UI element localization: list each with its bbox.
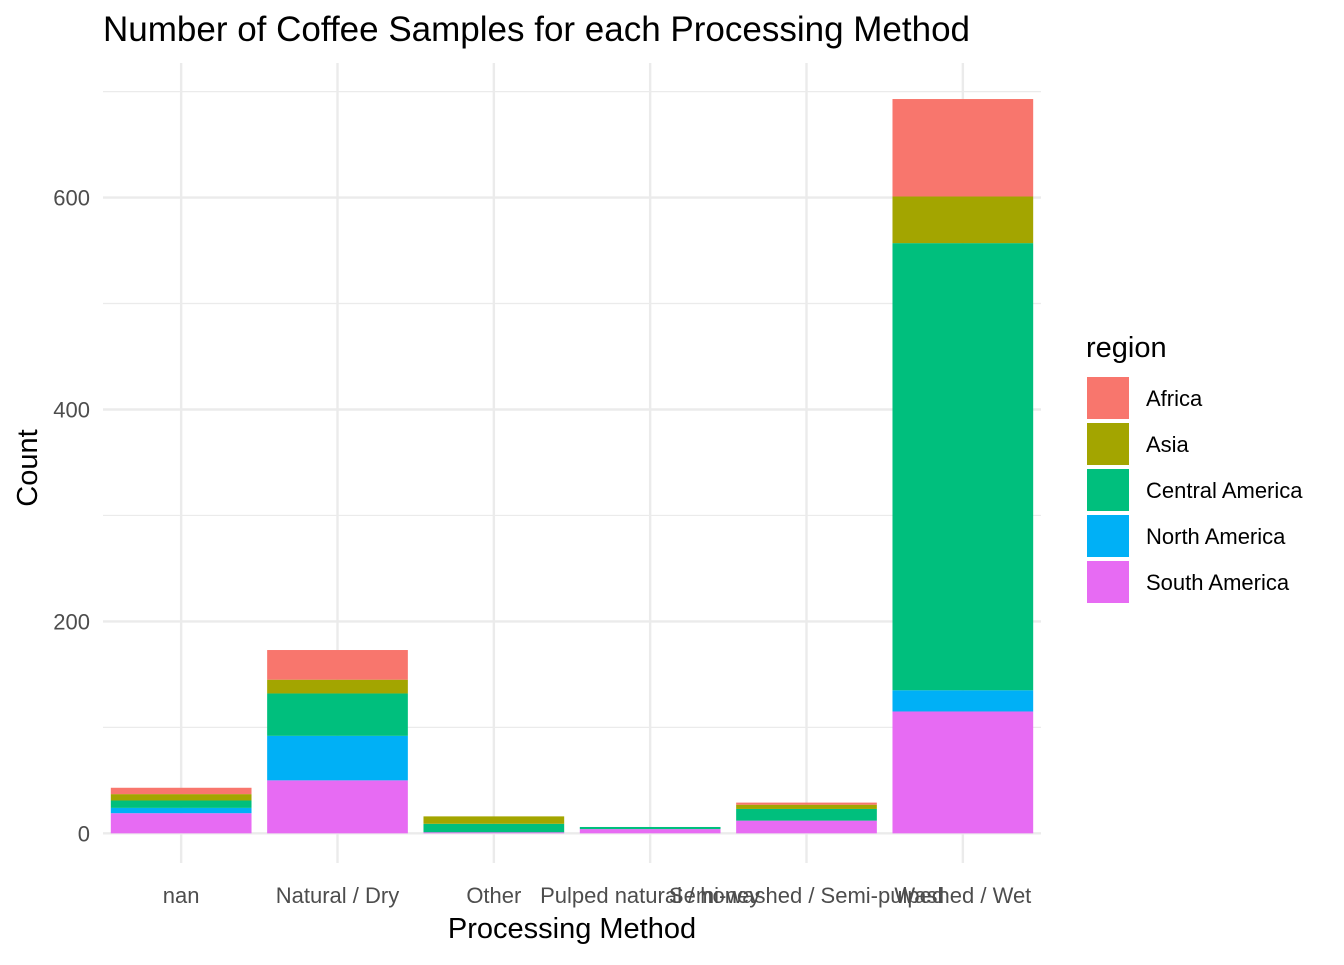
bar-segment <box>579 829 721 834</box>
y-axis-ticks: 0 200 400 600 <box>53 186 90 847</box>
legend-label: Asia <box>1146 432 1190 457</box>
bar-segment <box>736 808 877 821</box>
bar-segment <box>892 196 1034 244</box>
legend-label: Central America <box>1146 478 1303 503</box>
bar-segment <box>110 813 252 834</box>
x-tick-label: nan <box>163 883 200 908</box>
bar-segment <box>267 735 408 781</box>
y-tick-label: 600 <box>53 186 90 211</box>
bar-segment <box>423 823 565 833</box>
y-tick-label: 0 <box>78 821 90 846</box>
bar-segment <box>892 690 1034 712</box>
x-tick-label: Other <box>466 883 521 908</box>
legend-swatch <box>1087 423 1129 465</box>
legend-swatch <box>1087 515 1129 557</box>
bar-segment <box>423 832 565 834</box>
bar-segment <box>110 800 252 808</box>
bar-segment <box>736 820 877 834</box>
x-tick-label: Washed / Wet <box>894 883 1031 908</box>
legend-title: region <box>1086 332 1167 364</box>
y-tick-label: 200 <box>53 609 90 634</box>
x-tick-label: Semi-washed / Semi-pulped <box>669 883 944 908</box>
bar-segment <box>110 807 252 814</box>
bar-segment <box>110 787 252 795</box>
legend-label: North America <box>1146 524 1286 549</box>
bar-segment <box>579 826 721 830</box>
legend-swatch <box>1087 377 1129 419</box>
y-tick-label: 400 <box>53 397 90 422</box>
bar-segment <box>267 679 408 694</box>
bars <box>110 99 1034 834</box>
bar-segment <box>892 711 1034 834</box>
bar-segment <box>892 243 1034 691</box>
bar-segment <box>267 650 408 680</box>
x-tick-label: Natural / Dry <box>276 883 399 908</box>
bar-segment <box>736 804 877 809</box>
legend: region Africa Asia Central America North Am… <box>1086 332 1303 603</box>
x-tick-label: Pulped natural / honey <box>540 883 760 908</box>
bar-segment <box>736 802 877 805</box>
legend-swatch <box>1087 469 1129 511</box>
bar-segment <box>110 794 252 801</box>
legend-label: Africa <box>1146 386 1203 411</box>
bar-segment <box>423 816 565 824</box>
bar-segment <box>892 99 1034 197</box>
bar-segment <box>267 780 408 834</box>
legend-swatch <box>1087 561 1129 603</box>
bar-segment <box>267 693 408 736</box>
chart-title: Number of Coffee Samples for each Proces… <box>103 10 970 49</box>
legend-label: South America <box>1146 570 1290 595</box>
y-axis-title: Count <box>12 429 44 506</box>
x-axis-title: Processing Method <box>448 913 696 945</box>
x-axis-ticks: nan Natural / Dry Other Pulped natural / ho… <box>163 883 1032 908</box>
